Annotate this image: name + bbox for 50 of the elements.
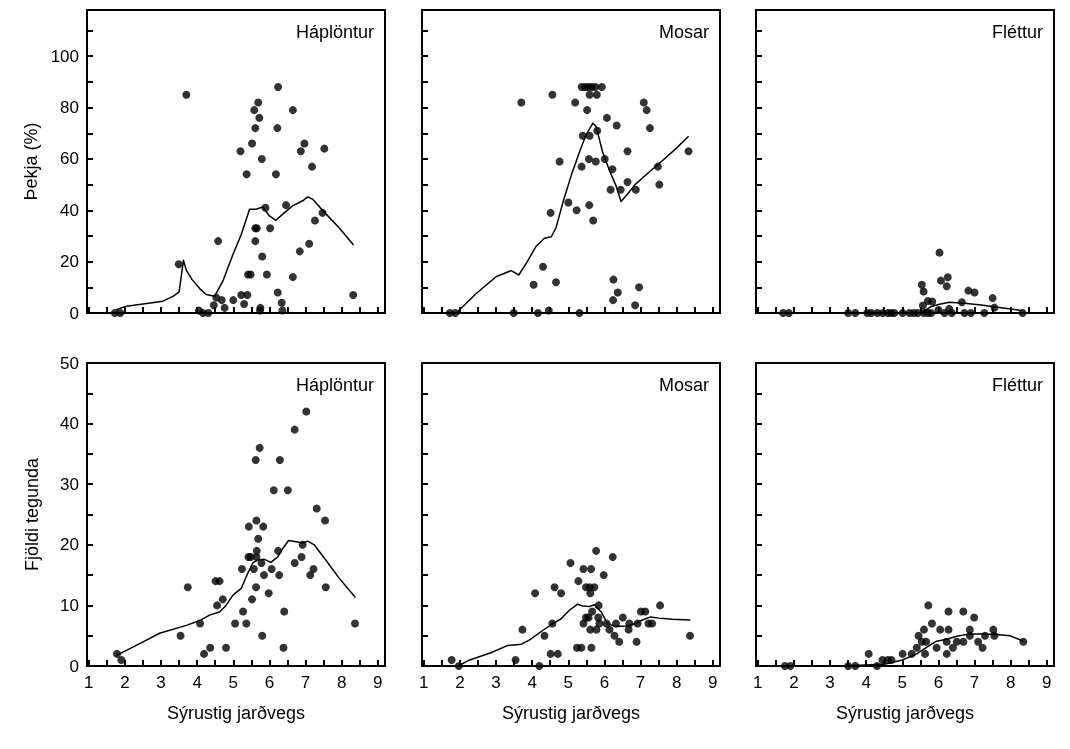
x-tick-label: 5: [897, 673, 908, 692]
text: Fléttur: [991, 375, 1044, 395]
y-tick-label: 30: [60, 474, 79, 494]
x-tick-label: 8: [336, 673, 347, 692]
x-tick-label: 3: [825, 673, 835, 692]
x-tick-label: 3: [491, 673, 501, 692]
text: Fléttur: [991, 22, 1044, 42]
x-tick-label: 7: [300, 673, 311, 692]
text: Mosar: [658, 375, 710, 395]
x-tick-label: 4: [192, 673, 202, 692]
y-tick-label: 10: [60, 595, 79, 615]
x-tick-label: 4: [861, 673, 871, 692]
y-tick-label: 50: [60, 353, 79, 373]
y-tick-label: 0: [69, 303, 79, 323]
x-axis-title: Sýrustig jarðvegs: [166, 703, 306, 723]
x-tick-label: 1: [84, 673, 94, 692]
x-tick-label: 1: [753, 673, 763, 692]
x-tick-label: 1: [419, 673, 429, 692]
y-tick-label: 100: [50, 46, 79, 66]
text: Háplöntur: [295, 375, 375, 395]
x-axis-title: Sýrustig jarðvegs: [835, 703, 975, 723]
x-tick-label: 2: [455, 673, 465, 692]
y-tick-label: 40: [60, 200, 79, 220]
y-tick-label: 20: [60, 535, 79, 555]
x-tick-label: 8: [671, 673, 682, 692]
x-tick-label: 2: [789, 673, 799, 692]
x-tick-label: 5: [228, 673, 239, 692]
y-axis-title: Fjöldi tegunda: [22, 456, 42, 572]
x-tick-label: 7: [969, 673, 980, 692]
text: Mosar: [658, 22, 710, 42]
x-tick-label: 8: [1005, 673, 1016, 692]
y-tick-label: 20: [60, 252, 79, 272]
y-axis-title: Þekja (%): [20, 122, 41, 201]
x-tick-label: 9: [708, 673, 718, 692]
x-tick-label: 4: [527, 673, 537, 692]
x-axis-title: Sýrustig jarðvegs: [501, 703, 641, 723]
x-tick-label: 6: [264, 673, 275, 692]
x-tick-label: 6: [599, 673, 610, 692]
x-tick-label: 3: [156, 673, 166, 692]
y-tick-label: 60: [60, 149, 79, 169]
x-tick-label: 2: [120, 673, 130, 692]
y-tick-label: 40: [60, 414, 79, 434]
text: Háplöntur: [295, 22, 375, 42]
x-tick-label: 7: [635, 673, 646, 692]
y-tick-label: 0: [69, 656, 79, 676]
x-tick-label: 9: [373, 673, 383, 692]
x-tick-label: 9: [1042, 673, 1052, 692]
y-tick-label: 80: [60, 98, 79, 118]
x-tick-label: 6: [933, 673, 944, 692]
x-tick-label: 5: [563, 673, 574, 692]
